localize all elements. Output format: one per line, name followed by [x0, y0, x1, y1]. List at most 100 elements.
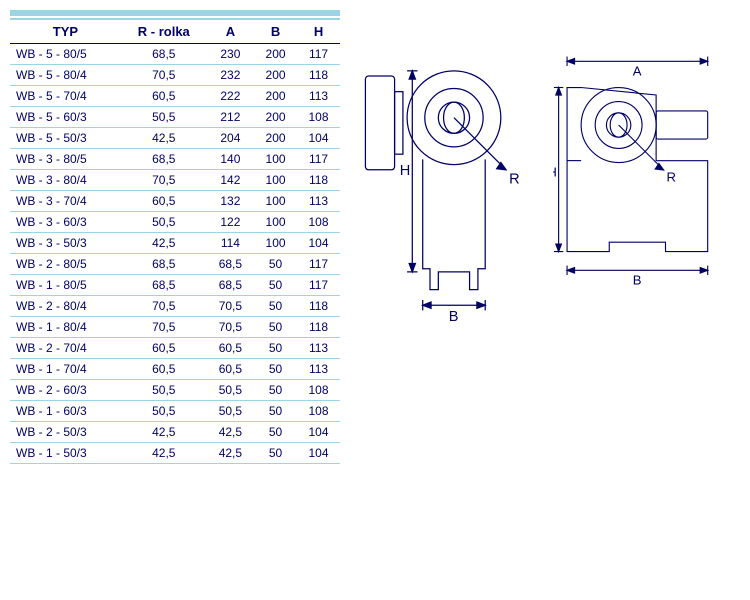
table-cell: WB - 2 - 80/5 — [10, 254, 121, 275]
table-cell: 140 — [207, 149, 254, 170]
table-cell: 108 — [297, 107, 340, 128]
table-cell: 50 — [254, 401, 297, 422]
table-cell: 70,5 — [121, 296, 207, 317]
table-row: WB - 5 - 60/350,5212200108 — [10, 107, 340, 128]
table-row: WB - 3 - 80/470,5142100118 — [10, 170, 340, 191]
table-top-accent — [10, 10, 340, 16]
table-row: WB - 3 - 50/342,5114100104 — [10, 233, 340, 254]
table-cell: 117 — [297, 149, 340, 170]
table-cell: 104 — [297, 422, 340, 443]
table-row: WB - 1 - 70/460,560,550113 — [10, 359, 340, 380]
table-cell: 60,5 — [121, 191, 207, 212]
table-cell: WB - 3 - 80/4 — [10, 170, 121, 191]
table-cell: 212 — [207, 107, 254, 128]
side-view-diagram: H B R — [355, 50, 543, 590]
table-cell: 108 — [297, 212, 340, 233]
front-view-diagram: A H B R — [553, 50, 741, 590]
table-cell: 104 — [297, 128, 340, 149]
table-cell: 100 — [254, 191, 297, 212]
table-cell: 50,5 — [121, 212, 207, 233]
table-cell: 50,5 — [121, 107, 207, 128]
table-cell: 104 — [297, 443, 340, 464]
table-cell: 222 — [207, 86, 254, 107]
table-cell: WB - 1 - 80/5 — [10, 275, 121, 296]
table-row: WB - 3 - 70/460,5132100113 — [10, 191, 340, 212]
col-a: A — [207, 19, 254, 44]
table-cell: 200 — [254, 86, 297, 107]
table-cell: WB - 2 - 70/4 — [10, 338, 121, 359]
table-cell: 114 — [207, 233, 254, 254]
table-cell: 200 — [254, 65, 297, 86]
table-body: WB - 5 - 80/568,5230200117WB - 5 - 80/47… — [10, 44, 340, 464]
table-cell: 204 — [207, 128, 254, 149]
table-cell: 200 — [254, 107, 297, 128]
table-cell: 50,5 — [207, 401, 254, 422]
table-cell: 113 — [297, 191, 340, 212]
table-cell: WB - 1 - 70/4 — [10, 359, 121, 380]
table-cell: 50 — [254, 359, 297, 380]
table-cell: 117 — [297, 254, 340, 275]
table-cell: WB - 3 - 80/5 — [10, 149, 121, 170]
table-cell: 70,5 — [121, 170, 207, 191]
label-a: A — [632, 63, 641, 78]
table-cell: 100 — [254, 212, 297, 233]
col-typ: TYP — [10, 19, 121, 44]
table-cell: 104 — [297, 233, 340, 254]
label-h2: H — [553, 165, 557, 180]
table-row: WB - 2 - 50/342,542,550104 — [10, 422, 340, 443]
table-cell: 50 — [254, 317, 297, 338]
table-cell: 70,5 — [207, 317, 254, 338]
dimensions-table: TYP R - rolka A B H WB - 5 - 80/568,5230… — [10, 18, 340, 464]
table-cell: 200 — [254, 44, 297, 65]
table-row: WB - 2 - 60/350,550,550108 — [10, 380, 340, 401]
table-cell: WB - 5 - 80/4 — [10, 65, 121, 86]
table-cell: WB - 1 - 60/3 — [10, 401, 121, 422]
table-cell: 100 — [254, 149, 297, 170]
table-row: WB - 1 - 80/470,570,550118 — [10, 317, 340, 338]
table-cell: 42,5 — [121, 422, 207, 443]
table-cell: 68,5 — [121, 149, 207, 170]
table-cell: 60,5 — [121, 359, 207, 380]
table-row: WB - 1 - 60/350,550,550108 — [10, 401, 340, 422]
table-cell: 68,5 — [121, 275, 207, 296]
table-cell: 60,5 — [121, 86, 207, 107]
table-row: WB - 5 - 50/342,5204200104 — [10, 128, 340, 149]
label-b2: B — [632, 272, 641, 287]
table-cell: 50,5 — [207, 380, 254, 401]
table-cell: 100 — [254, 233, 297, 254]
table-row: WB - 3 - 60/350,5122100108 — [10, 212, 340, 233]
table-cell: 70,5 — [121, 317, 207, 338]
table-cell: 60,5 — [207, 359, 254, 380]
table-cell: 118 — [297, 170, 340, 191]
table-cell: 232 — [207, 65, 254, 86]
table-cell: WB - 1 - 50/3 — [10, 443, 121, 464]
table-cell: 108 — [297, 401, 340, 422]
table-cell: 50 — [254, 338, 297, 359]
table-cell: 50 — [254, 422, 297, 443]
table-row: WB - 5 - 80/470,5232200118 — [10, 65, 340, 86]
table-cell: WB - 5 - 80/5 — [10, 44, 121, 65]
table-cell: 132 — [207, 191, 254, 212]
table-cell: 100 — [254, 170, 297, 191]
table-cell: 108 — [297, 380, 340, 401]
table-cell: WB - 3 - 50/3 — [10, 233, 121, 254]
col-r-rolka: R - rolka — [121, 19, 207, 44]
table-cell: 118 — [297, 317, 340, 338]
table-row: WB - 5 - 70/460,5222200113 — [10, 86, 340, 107]
table-cell: WB - 2 - 50/3 — [10, 422, 121, 443]
table-cell: WB - 3 - 70/4 — [10, 191, 121, 212]
table-row: WB - 1 - 80/568,568,550117 — [10, 275, 340, 296]
table-cell: 50 — [254, 380, 297, 401]
table-cell: 68,5 — [121, 254, 207, 275]
table-cell: 118 — [297, 65, 340, 86]
table-row: WB - 5 - 80/568,5230200117 — [10, 44, 340, 65]
label-b: B — [449, 309, 459, 325]
table-cell: WB - 2 - 80/4 — [10, 296, 121, 317]
table-cell: 60,5 — [207, 338, 254, 359]
table-cell: 50 — [254, 443, 297, 464]
table-cell: 122 — [207, 212, 254, 233]
table-cell: 42,5 — [121, 128, 207, 149]
table-cell: 118 — [297, 296, 340, 317]
table-cell: 200 — [254, 128, 297, 149]
table-cell: 50,5 — [121, 401, 207, 422]
